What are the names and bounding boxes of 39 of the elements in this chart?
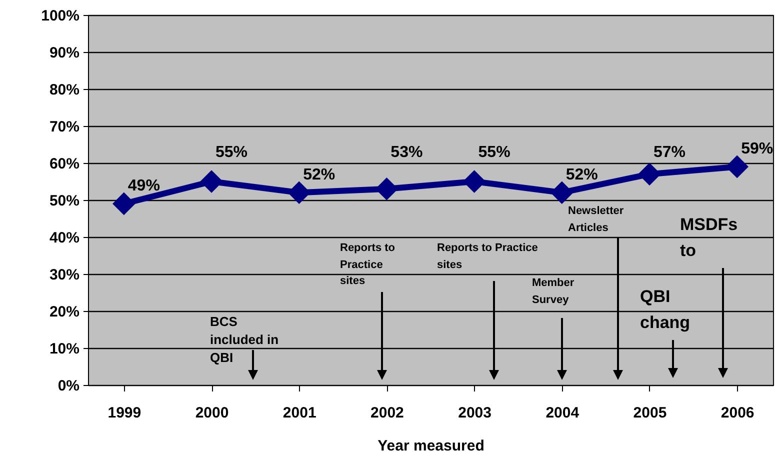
- annotation: MSDFs to: [680, 214, 739, 262]
- y-tick-label: 60%: [49, 156, 80, 172]
- data-label: 55%: [215, 144, 248, 161]
- data-label: 59%: [741, 140, 774, 158]
- y-tick-label: 30%: [49, 266, 80, 284]
- x-tick-label: 2002: [370, 404, 404, 422]
- y-tick-label: 70%: [49, 118, 80, 136]
- y-tick-label: 0%: [58, 378, 80, 394]
- data-label: 49%: [128, 178, 160, 195]
- point: [638, 162, 661, 186]
- annotation: Newsletter Articles: [568, 204, 625, 236]
- y-tick-label: 50%: [49, 192, 80, 210]
- x-tick-label: 1999: [108, 404, 142, 422]
- x-tick-label: 2000: [195, 404, 229, 422]
- data-label: 57%: [653, 144, 686, 161]
- y-tick-label: 20%: [49, 304, 80, 320]
- x-tick-label: 2003: [458, 404, 492, 422]
- data-label: 52%: [303, 166, 336, 184]
- data-label: 53%: [390, 144, 423, 161]
- annotation: Member Survey: [532, 276, 576, 308]
- y-tick-label: 90%: [49, 44, 80, 62]
- data-label: 55%: [478, 144, 510, 161]
- annotation: BCS included in QBI: [210, 313, 280, 367]
- point: [112, 192, 136, 216]
- annotation: QBI chang: [640, 286, 692, 334]
- x-axis-title: Year measured: [378, 438, 484, 454]
- x-tick-label: 2001: [282, 404, 316, 422]
- y-tick-label: 80%: [49, 82, 80, 98]
- annotation: Reports to Practice sites: [437, 241, 539, 272]
- y-tick-label: 40%: [49, 230, 80, 246]
- point: [200, 170, 223, 193]
- y-tick-label: 100%: [41, 8, 80, 24]
- annotation: Reports to Practice sites: [340, 241, 396, 289]
- data-label: 52%: [566, 166, 598, 184]
- x-tick-label: 2005: [633, 404, 667, 422]
- point: [550, 181, 574, 204]
- x-tick-label: 2006: [720, 404, 754, 422]
- x-tick-label: 2004: [546, 404, 580, 422]
- y-tick-label: 10%: [49, 340, 80, 358]
